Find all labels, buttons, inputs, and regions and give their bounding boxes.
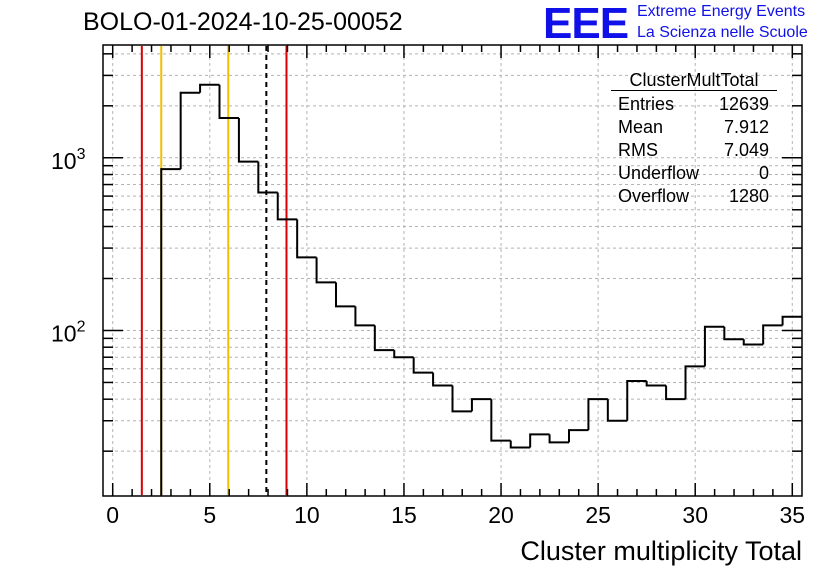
x-axis-label: Cluster multiplicity Total bbox=[520, 536, 802, 566]
histogram-bin bbox=[373, 325, 395, 352]
y-tick-labels: 103 102 bbox=[51, 146, 86, 347]
x-tick-label: 20 bbox=[488, 502, 514, 528]
stats-label: RMS bbox=[618, 140, 658, 160]
histogram-bin bbox=[703, 325, 725, 367]
stats-value: 1280 bbox=[728, 186, 769, 206]
x-tick-label: 5 bbox=[203, 502, 216, 528]
stats-value: 12639 bbox=[718, 94, 769, 114]
logo-line-2: La Scienza nelle Scuole bbox=[637, 24, 808, 41]
histogram-bin bbox=[626, 379, 647, 421]
histogram-bin bbox=[160, 168, 181, 496]
stats-box: ClusterMultTotal Entries 12639 Mean 7.91… bbox=[611, 70, 777, 208]
stats-row-mean: Mean 7.912 bbox=[611, 116, 777, 139]
x-tick-label: 0 bbox=[106, 502, 119, 528]
histogram-bin bbox=[742, 339, 764, 346]
histogram-bin bbox=[315, 257, 336, 284]
grid-lines bbox=[103, 45, 802, 496]
x-tick-label: 10 bbox=[294, 502, 320, 528]
histogram-bin bbox=[179, 91, 201, 170]
x-tick-label: 15 bbox=[391, 502, 417, 528]
histogram-bin bbox=[568, 429, 589, 443]
y-tick-exponent: 2 bbox=[77, 318, 86, 335]
histogram-bin bbox=[723, 326, 744, 341]
histogram-bin bbox=[218, 84, 239, 120]
histogram-bin bbox=[529, 433, 550, 448]
eee-logo: EEE bbox=[543, 0, 629, 48]
histogram-bin bbox=[762, 324, 783, 345]
stats-value: 0 bbox=[758, 163, 769, 183]
stats-row-rms: RMS 7.049 bbox=[611, 139, 777, 162]
histogram-bin bbox=[645, 380, 667, 387]
histogram-bin bbox=[665, 385, 686, 401]
histogram-bin bbox=[335, 282, 356, 308]
histogram-bin bbox=[276, 192, 298, 221]
stats-label: Mean bbox=[618, 117, 664, 137]
histogram-bin bbox=[509, 440, 531, 449]
histogram-bin bbox=[490, 399, 511, 442]
y-tick-label: 102 bbox=[51, 318, 86, 346]
stats-label: Entries bbox=[618, 94, 675, 114]
histogram-bin bbox=[606, 399, 628, 422]
stats-row-underflow: Underflow 0 bbox=[611, 162, 777, 185]
histogram-bin bbox=[781, 315, 802, 326]
stats-name: ClusterMultTotal bbox=[611, 70, 777, 91]
stats-label: Underflow bbox=[618, 163, 700, 183]
x-tick-label: 35 bbox=[779, 502, 805, 528]
histogram-bin bbox=[393, 350, 414, 359]
histogram-bin bbox=[470, 398, 492, 412]
histogram-bin bbox=[257, 161, 278, 194]
y-tick-exponent: 3 bbox=[77, 146, 86, 163]
histogram-bin bbox=[587, 398, 608, 431]
histogram-bars bbox=[160, 83, 802, 496]
histogram-bin bbox=[451, 385, 472, 413]
stats-row-overflow: Overflow 1280 bbox=[611, 185, 777, 208]
histogram-bin bbox=[548, 434, 569, 444]
stats-value: 7.049 bbox=[723, 140, 769, 160]
marker-lines bbox=[140, 46, 288, 495]
histogram-bin bbox=[296, 219, 317, 259]
x-tick-label: 30 bbox=[682, 502, 708, 528]
histogram-bin bbox=[412, 357, 434, 374]
histogram-bin bbox=[354, 306, 375, 327]
x-tick-labels: 0 5 10 15 20 25 30 35 bbox=[106, 502, 805, 528]
logo-line-1: Extreme Energy Events bbox=[637, 3, 806, 20]
plot-title: BOLO-01-2024-10-25-00052 bbox=[83, 8, 403, 36]
x-tick-label: 25 bbox=[585, 502, 611, 528]
histogram-bin bbox=[237, 118, 259, 163]
axis-ticks bbox=[103, 45, 802, 496]
stats-label: Overflow bbox=[618, 186, 690, 206]
plot-frame bbox=[102, 44, 803, 497]
stats-row-entries: Entries 12639 bbox=[611, 93, 777, 116]
histogram-bin bbox=[684, 365, 705, 400]
stats-value: 7.912 bbox=[723, 117, 769, 137]
y-tick-label: 103 bbox=[51, 146, 86, 174]
histogram-bin bbox=[199, 83, 220, 93]
histogram-bin bbox=[432, 372, 453, 387]
